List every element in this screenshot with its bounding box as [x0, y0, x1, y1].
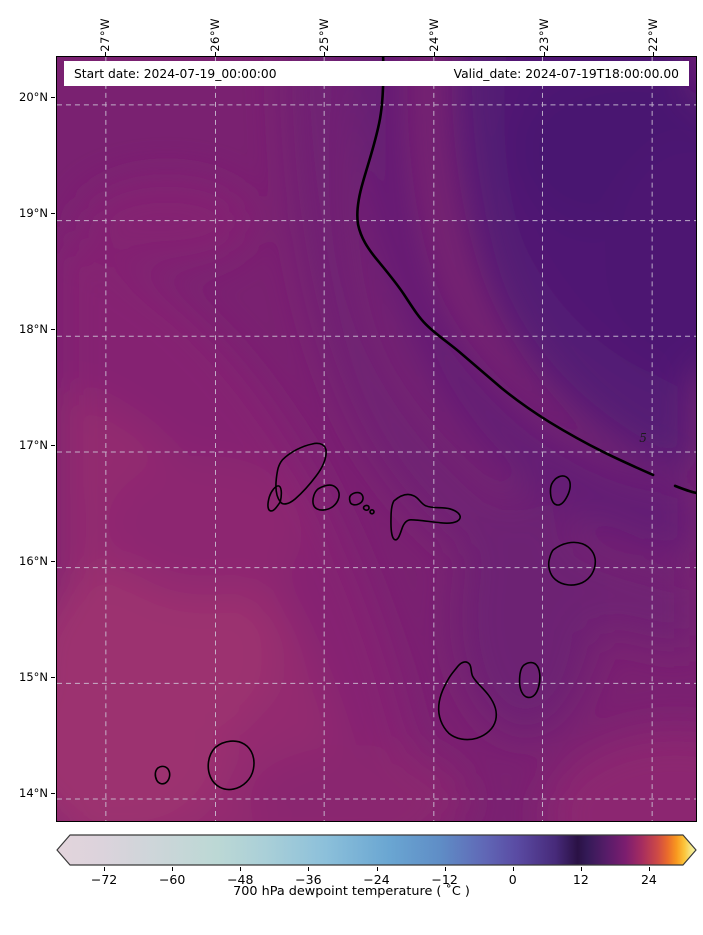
latitude-tick-mark [51, 212, 55, 214]
latitude-tick-mark [51, 96, 55, 98]
latitude-tick-mark [51, 560, 55, 562]
longitude-tick-label: 25°W [317, 18, 332, 52]
colorbar-tick-label: 12 [572, 872, 589, 887]
coastline-cape-verde-islands [154, 442, 597, 791]
colorbar-gradient [56, 834, 697, 866]
latitude-axis: 14°N 15°N 16°N 17°N 18°N 19°N 20°N [0, 56, 56, 822]
latitude-tick-label: 20°N [19, 89, 48, 104]
latitude-tick-mark [51, 792, 55, 794]
colorbar-tick-label: −48 [227, 872, 254, 887]
latitude-tick-label: 18°N [19, 321, 48, 336]
latitude-tick-label: 17°N [19, 437, 48, 452]
latitude-tick-label: 15°N [19, 669, 48, 684]
colorbar-tick-mark [444, 867, 446, 871]
longitude-tick-mark [434, 52, 436, 56]
map-plot-area[interactable]: 5 [56, 56, 697, 822]
longitude-tick-label: 23°W [536, 18, 551, 52]
contour-line-5 [355, 57, 696, 495]
colorbar-tick-mark [104, 867, 106, 871]
dewpoint-field [57, 57, 696, 821]
longitude-tick-label: 24°W [427, 18, 442, 52]
colorbar-tick-mark [648, 867, 650, 871]
latitude-tick-mark [51, 444, 55, 446]
longitude-tick-label: 22°W [646, 18, 661, 52]
latitude-tick-label: 14°N [19, 785, 48, 800]
colorbar-tick-label: −12 [431, 872, 458, 887]
colorbar-tick-mark [512, 867, 514, 871]
colorbar-title: 700 hPa dewpoint temperature ( ˚C ) [233, 884, 470, 899]
longitude-tick-mark [105, 52, 107, 56]
title-bar: Start date: 2024-07-19_00:00:00 Valid_da… [64, 61, 689, 86]
colorbar-tick-mark [580, 867, 582, 871]
colorbar-tick-label: 0 [508, 872, 517, 887]
map-field-and-coastlines [57, 57, 696, 821]
longitude-tick-mark [214, 52, 216, 56]
colorbar[interactable]: −72 −60 −48 −36 −24 −12 0 12 24 [56, 833, 697, 887]
latitude-tick-mark [51, 676, 55, 678]
longitude-tick-label: 27°W [98, 18, 113, 52]
latitude-tick-mark [51, 328, 55, 330]
longitude-axis: 27°W 26°W 25°W 24°W 23°W 22°W [56, 0, 697, 56]
colorbar-tick-mark [308, 867, 310, 871]
longitude-tick-mark [653, 52, 655, 56]
colorbar-tick-label: 24 [640, 872, 657, 887]
map-gridlines [57, 57, 696, 821]
colorbar-tick-label: −60 [158, 872, 186, 887]
longitude-tick-mark [324, 52, 326, 56]
latitude-tick-label: 19°N [19, 205, 48, 220]
valid-date-label: Valid_date: 2024-07-19T18:00:00.00 [453, 66, 679, 81]
colorbar-tick-label: −72 [90, 872, 118, 887]
colorbar-tick-label: −24 [363, 872, 390, 887]
colorbar-tick-mark [376, 867, 378, 871]
longitude-tick-mark [543, 52, 545, 56]
contour-label-5: 5 [639, 431, 647, 445]
start-date-label: Start date: 2024-07-19_00:00:00 [74, 66, 277, 81]
colorbar-tick-mark [172, 867, 174, 871]
latitude-tick-label: 16°N [19, 553, 48, 568]
colorbar-tick-mark [240, 867, 242, 871]
colorbar-ticks: −72 −60 −48 −36 −24 −12 0 12 24 [56, 867, 697, 889]
colorbar-tick-label: −36 [295, 872, 322, 887]
longitude-tick-label: 26°W [207, 18, 222, 52]
